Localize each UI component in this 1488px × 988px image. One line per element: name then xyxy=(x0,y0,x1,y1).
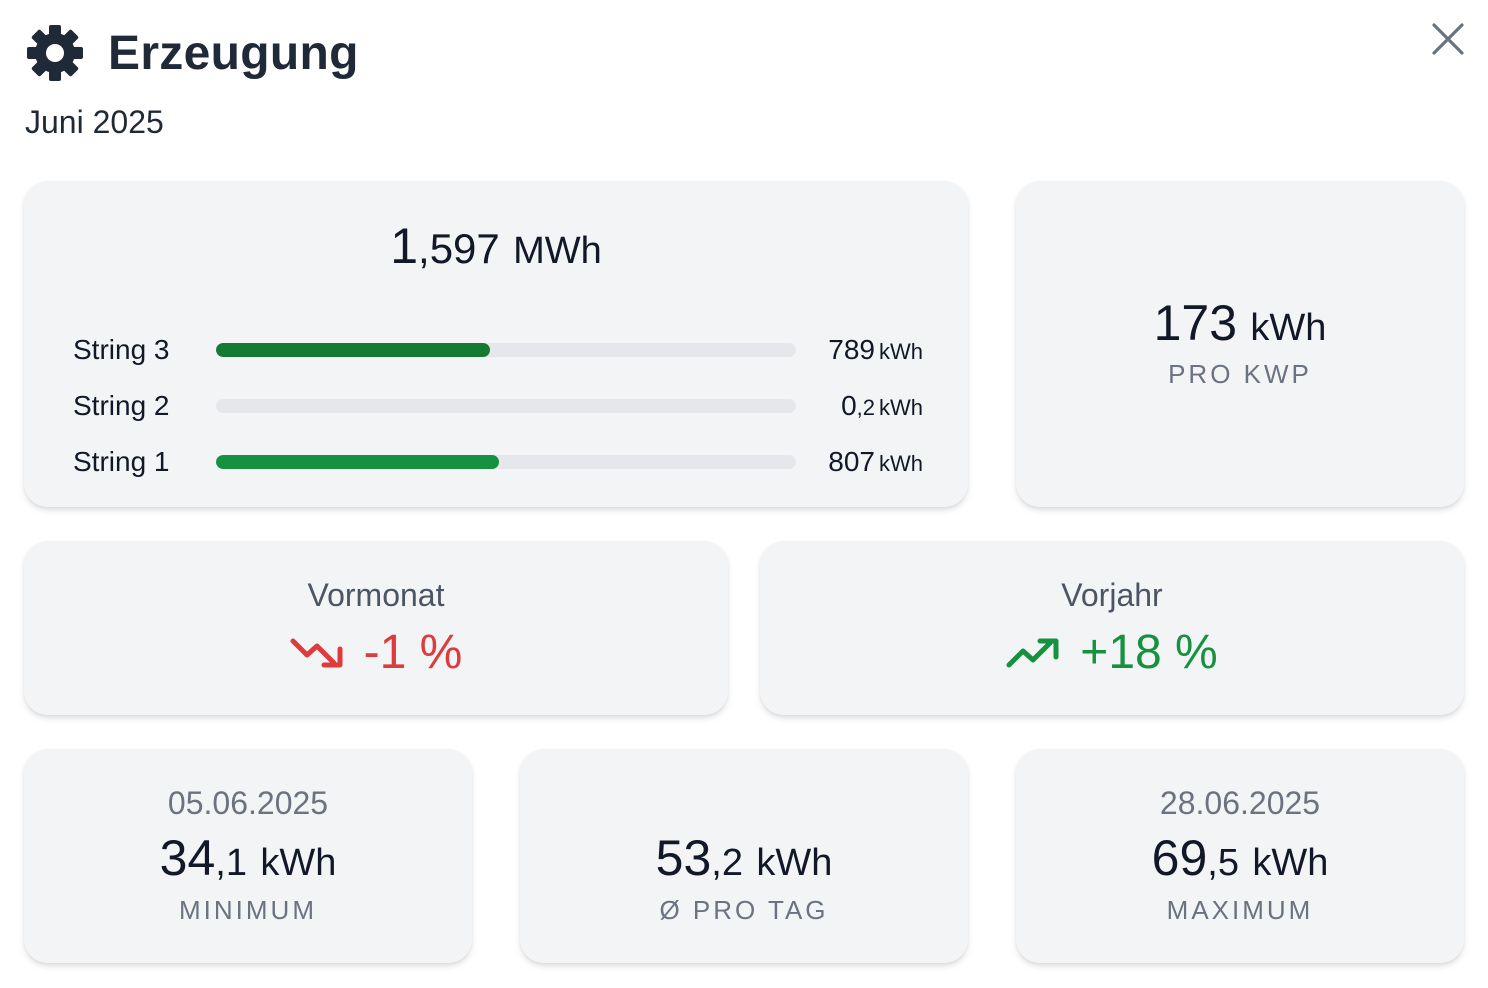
per-kwp-value: 173 kWh xyxy=(1016,294,1464,352)
total-value-unit: MWh xyxy=(513,230,602,272)
maximum-card: 28.06.2025 69,5 kWh MAXIMUM xyxy=(1016,749,1464,963)
total-production-card: 1,597 MWh String 3 789 kWh String 2 0,2 kW… xyxy=(24,181,968,507)
minimum-card: 05.06.2025 34,1 kWh MINIMUM xyxy=(24,749,472,963)
string-bar-fill xyxy=(216,343,490,357)
string-list: String 3 789 kWh String 2 0,2 kWh String 1… xyxy=(73,322,923,490)
maximum-value-int: 69 xyxy=(1151,830,1208,886)
per-kwp-card: 173 kWh PRO KWP xyxy=(1016,181,1464,507)
minimum-value: 34,1 kWh xyxy=(24,829,472,887)
string-value: 0,2 kWh xyxy=(841,390,923,422)
string-value: 807 kWh xyxy=(828,446,923,478)
average-value-frac: ,2 xyxy=(711,842,743,884)
prev-year-title: Vorjahr xyxy=(1061,577,1163,613)
average-card: 53,2 kWh Ø PRO TAG xyxy=(520,749,968,963)
prev-year-card: Vorjahr +18 % xyxy=(760,541,1464,715)
total-value: 1,597 MWh xyxy=(24,217,968,275)
close-icon[interactable] xyxy=(1427,18,1469,60)
maximum-value-frac: ,5 xyxy=(1207,842,1239,884)
string-value-int: 789 xyxy=(828,334,875,365)
maximum-label: MAXIMUM xyxy=(1166,895,1314,925)
string-bar-fill xyxy=(216,455,500,469)
string-value-unit: kWh xyxy=(879,339,923,364)
trend-up-icon xyxy=(1006,638,1059,667)
total-value-frac: ,597 xyxy=(418,225,500,272)
minimum-label: MINIMUM xyxy=(179,895,317,925)
prev-month-card: Vormonat -1 % xyxy=(24,541,728,715)
minimum-value-frac: ,1 xyxy=(215,842,247,884)
string-bar-track xyxy=(216,343,796,357)
string-row: String 2 0,2 kWh xyxy=(73,378,923,434)
minimum-value-int: 34 xyxy=(159,830,216,886)
string-value-int: 0 xyxy=(841,390,857,421)
total-value-int: 1 xyxy=(390,218,419,274)
string-bar-track xyxy=(216,399,796,413)
period-label: Juni 2025 xyxy=(25,104,164,140)
minimum-date: 05.06.2025 xyxy=(167,785,329,821)
average-label: Ø PRO TAG xyxy=(659,895,829,925)
sun-icon xyxy=(27,25,83,81)
minimum-value-unit: kWh xyxy=(260,842,337,884)
string-value-unit: kWh xyxy=(879,451,923,476)
page-title: Erzeugung xyxy=(108,26,359,80)
per-kwp-value-int: 173 xyxy=(1153,295,1238,351)
prev-month-title: Vormonat xyxy=(307,577,445,613)
prev-month-value: -1 % xyxy=(363,626,463,679)
maximum-value: 69,5 kWh xyxy=(1016,829,1464,887)
prev-month-change: -1 % xyxy=(24,625,728,680)
string-value-unit: kWh xyxy=(879,395,923,420)
string-value: 789 kWh xyxy=(828,334,923,366)
prev-year-value: +18 % xyxy=(1080,626,1218,679)
maximum-value-unit: kWh xyxy=(1252,842,1329,884)
maximum-date: 28.06.2025 xyxy=(1159,785,1321,821)
string-label: String 3 xyxy=(73,334,170,365)
per-kwp-label: PRO KWP xyxy=(1168,359,1312,389)
string-row: String 1 807 kWh xyxy=(73,434,923,490)
string-label: String 2 xyxy=(73,390,170,421)
average-value-int: 53 xyxy=(655,830,712,886)
string-value-int: 807 xyxy=(828,446,875,477)
string-value-frac: ,2 xyxy=(856,395,875,420)
per-kwp-value-unit: kWh xyxy=(1250,307,1327,349)
string-label: String 1 xyxy=(73,446,170,477)
trend-down-icon xyxy=(290,638,343,667)
average-value: 53,2 kWh xyxy=(520,829,968,887)
header: Erzeugung xyxy=(26,24,359,82)
prev-year-change: +18 % xyxy=(760,625,1464,680)
string-bar-track xyxy=(216,455,796,469)
average-value-unit: kWh xyxy=(756,842,833,884)
string-row: String 3 789 kWh xyxy=(73,322,923,378)
